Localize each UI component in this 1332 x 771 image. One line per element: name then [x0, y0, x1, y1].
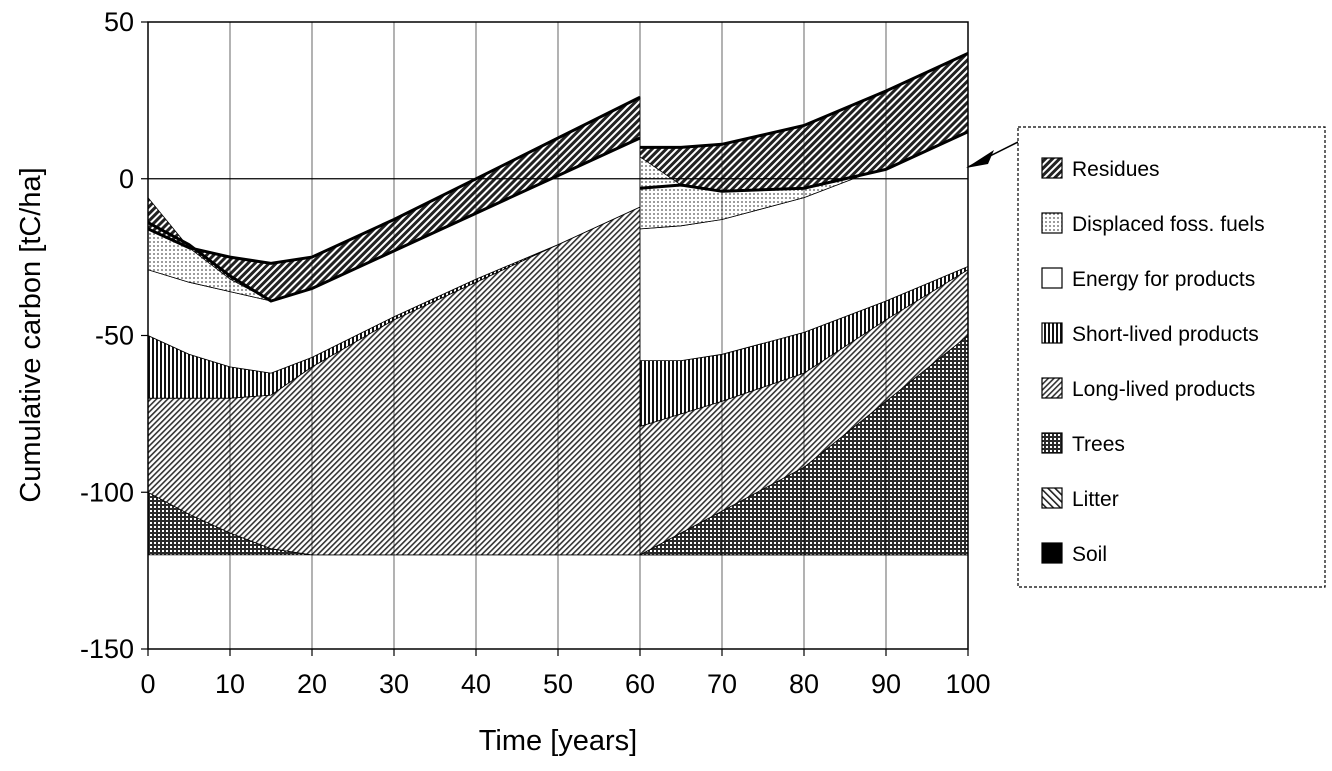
line-2: [148, 136, 641, 303]
legend-label-litter: Litter: [1072, 488, 1119, 511]
y-tick-label-0: 0: [119, 164, 134, 194]
legend-swatch-litter: [1041, 487, 1063, 509]
x-tick-label-20: 20: [297, 669, 327, 699]
x-tick-label-0: 0: [140, 669, 155, 699]
x-tick-label-70: 70: [707, 669, 737, 699]
legend-swatch-short-lived-products: [1041, 322, 1063, 344]
legend-swatch-residues: [1041, 157, 1063, 179]
legend-label-trees: Trees: [1072, 433, 1125, 456]
legend-swatch-energy-for-products: [1041, 267, 1063, 289]
legend-label-energy-for-products: Energy for products: [1072, 268, 1255, 291]
y-tick-label--50: -50: [95, 321, 134, 351]
x-tick-label-60: 60: [625, 669, 655, 699]
legend-swatch-long-lived-products: [1041, 377, 1063, 399]
legend-label-long-lived-products: Long-lived products: [1072, 378, 1255, 401]
x-tick-label-10: 10: [215, 669, 245, 699]
y-tick-label-50: 50: [104, 7, 134, 37]
arrow-annotation: [966, 139, 1023, 168]
legend-frame: [1017, 126, 1326, 588]
legend-label-residues: Residues: [1072, 158, 1160, 181]
line-4: [639, 130, 968, 193]
legend-label-displaced-foss-fuels: Displaced foss. fuels: [1072, 213, 1265, 236]
legend-swatch-soil: [1041, 542, 1063, 564]
legend-swatch-displaced-foss-fuels: [1041, 212, 1063, 234]
line-1: [148, 95, 641, 265]
x-axis-title: Time [years]: [479, 725, 637, 757]
y-tick-label--100: -100: [80, 477, 134, 507]
y-axis: 50 0 -50 -100 -150: [80, 7, 148, 664]
legend-label-soil: Soil: [1072, 543, 1107, 566]
line-3: [640, 52, 968, 149]
legend-label-short-lived-products: Short-lived products: [1072, 323, 1259, 346]
y-tick-label--150: -150: [80, 634, 134, 664]
x-tick-label-80: 80: [789, 669, 819, 699]
line-layer: [148, 52, 968, 303]
x-tick-label-90: 90: [871, 669, 901, 699]
legend: Residues Displaced foss. fuels Energy for …: [1017, 126, 1326, 588]
x-tick-label-100: 100: [945, 669, 990, 699]
x-tick-label-30: 30: [379, 669, 409, 699]
legend-swatch-trees: [1041, 432, 1063, 454]
x-tick-label-40: 40: [461, 669, 491, 699]
x-tick-label-50: 50: [543, 669, 573, 699]
gridlines: [229, 22, 887, 649]
y-axis-title: Cumulative carbon [tC/ha]: [15, 167, 47, 502]
x-axis: 0 10 20 30 40 50 60 70 80 90 100: [140, 649, 991, 699]
